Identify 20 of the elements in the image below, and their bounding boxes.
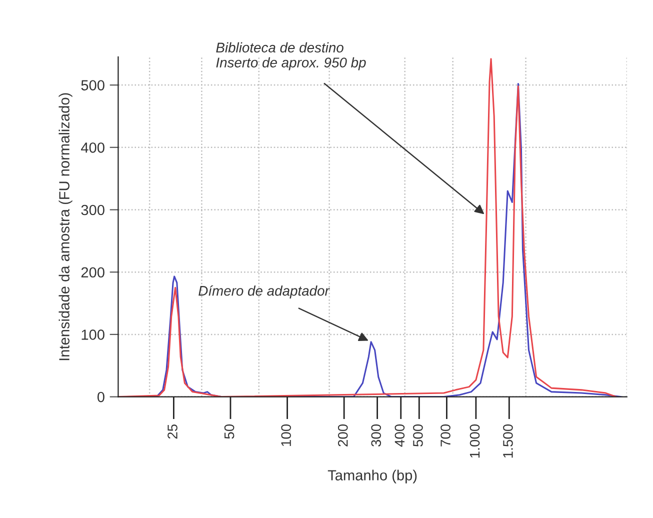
x-tick-label: 500: [413, 424, 423, 446]
y-tick-label: 500: [81, 80, 104, 90]
x-axis-title: Tamanho (bp): [328, 470, 417, 484]
x-tick-label: 25: [168, 424, 178, 439]
x-tick-label: 1.000: [470, 424, 480, 458]
annotation: Biblioteca de destino Inserto de aprox. 950 bp: [216, 42, 366, 70]
y-tick-label: 400: [81, 142, 104, 153]
y-axis-title: Intensidade da amostra (FU normalizado): [58, 93, 72, 360]
x-tick-label: 1.500: [503, 424, 513, 458]
y-tick-label: 300: [81, 204, 104, 216]
x-tick-label: 200: [338, 424, 348, 446]
x-tick-label: 300: [371, 424, 382, 447]
y-tick-label: 0: [97, 392, 104, 402]
y-tick-label: 200: [81, 267, 104, 278]
annotation: Dímero de adaptador: [198, 285, 330, 298]
x-tick-label: 400: [394, 424, 405, 447]
x-tick-label: 700: [440, 424, 450, 446]
y-tick-label: 100: [82, 330, 104, 340]
x-tick-label: 50: [224, 424, 234, 439]
x-tick-label: 100: [281, 424, 292, 446]
